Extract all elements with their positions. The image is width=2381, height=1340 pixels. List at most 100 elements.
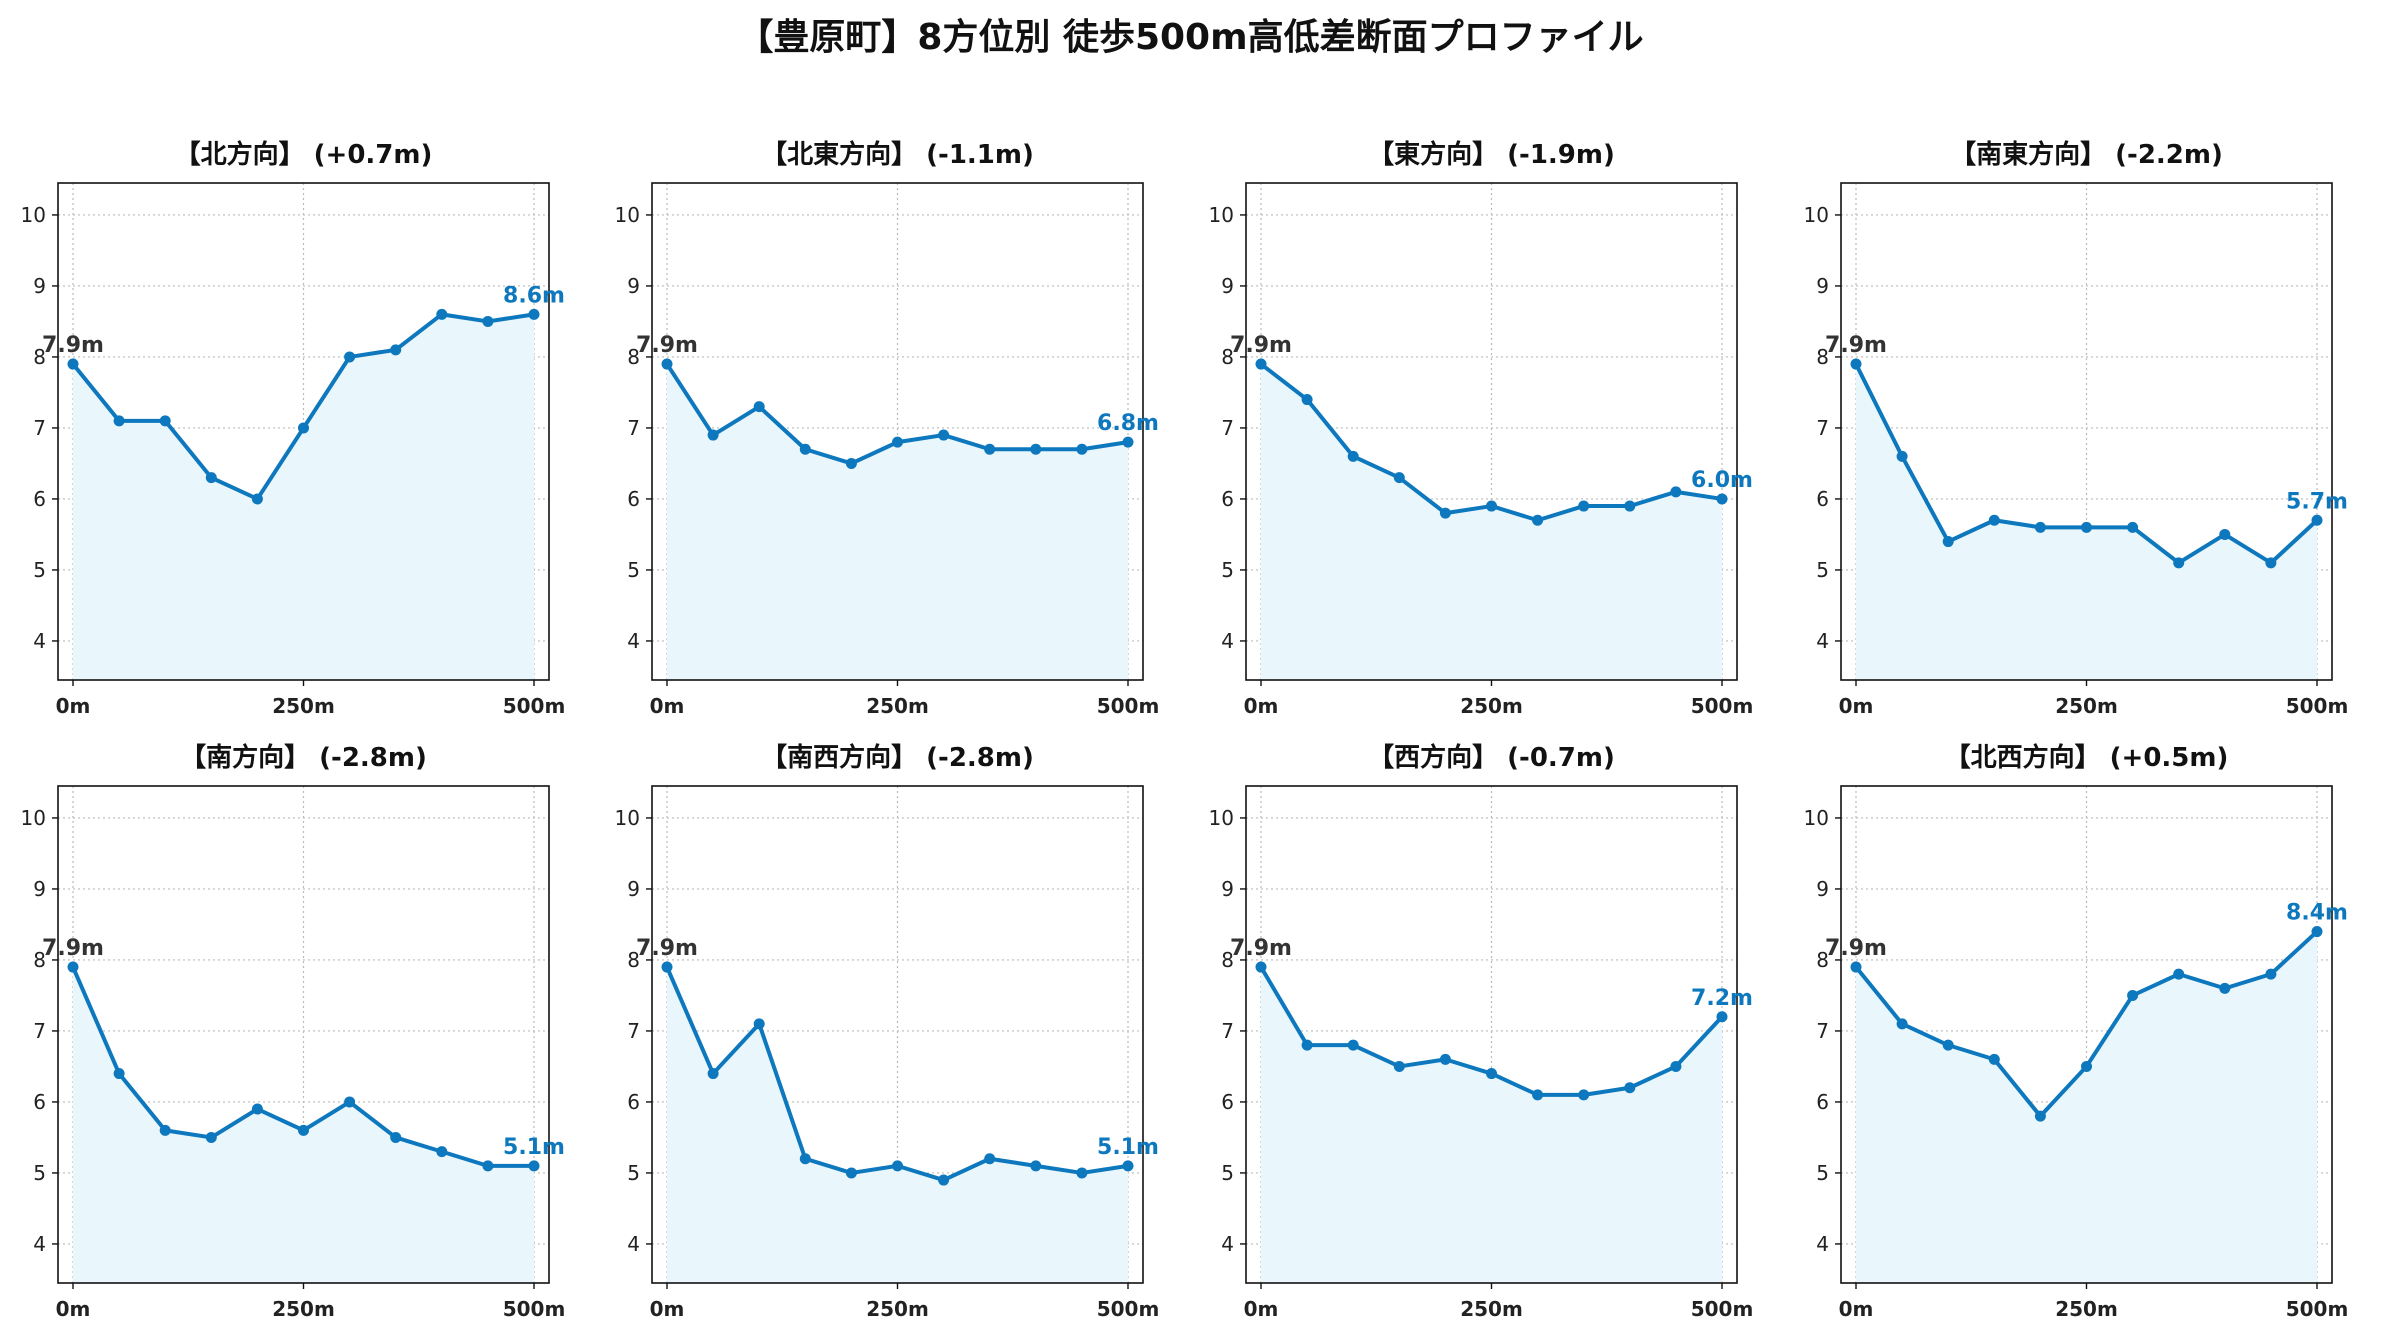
area-fill <box>667 967 1128 1283</box>
x-tick-label: 250m <box>272 1297 335 1321</box>
data-point <box>482 1160 494 1172</box>
y-tick-label: 6 <box>627 487 640 511</box>
x-tick-label: 0m <box>1244 694 1279 718</box>
x-tick-label: 500m <box>503 1297 566 1321</box>
data-point <box>390 1131 402 1143</box>
y-tick-label: 7 <box>1816 416 1829 440</box>
data-point <box>707 429 719 441</box>
data-point <box>1850 961 1862 973</box>
data-point <box>2173 557 2185 569</box>
area-fill <box>73 314 534 680</box>
y-tick-label: 5 <box>627 1161 640 1185</box>
y-tick-label: 6 <box>1816 1090 1829 1114</box>
data-point <box>984 443 996 455</box>
data-point <box>2265 968 2277 980</box>
x-tick-label: 0m <box>56 1297 91 1321</box>
data-point <box>159 415 171 427</box>
chart-panel: 【西方向】 (-0.7m) 4 5 6 7 8 9 10 0m 250m 500m 7.9m 7.2m <box>1209 742 1754 1321</box>
x-tick-label: 250m <box>866 694 929 718</box>
y-tick-label: 10 <box>615 203 640 227</box>
x-tick-label: 250m <box>1460 694 1523 718</box>
chart-panel: 【南東方向】 (-2.2m) 4 5 6 7 8 9 10 0m 250m 500m 7.9m 5.7m <box>1804 139 2349 718</box>
end-value-label: 6.8m <box>1097 411 1159 436</box>
y-tick-label: 10 <box>1804 806 1829 830</box>
x-tick-label: 500m <box>2286 694 2349 718</box>
data-point <box>1347 450 1359 462</box>
x-tick-label: 0m <box>1839 694 1874 718</box>
data-point <box>2081 1060 2092 1072</box>
data-point <box>2034 521 2046 533</box>
end-value-label: 7.2m <box>1691 986 1753 1011</box>
x-tick-label: 500m <box>2286 1297 2349 1321</box>
data-point <box>159 1124 171 1136</box>
y-tick-label: 6 <box>33 487 46 511</box>
data-point <box>1076 1167 1088 1179</box>
y-tick-label: 10 <box>1209 806 1234 830</box>
data-point <box>251 1103 263 1115</box>
data-point <box>2265 557 2277 569</box>
data-point <box>1347 1039 1359 1051</box>
data-point <box>390 344 402 356</box>
data-point <box>753 401 765 413</box>
y-tick-label: 4 <box>33 1232 46 1256</box>
subplot-title: 【南東方向】 (-2.2m) <box>1950 139 2223 170</box>
subplot-title: 【南方向】 (-2.8m) <box>180 742 427 773</box>
data-point <box>1076 443 1088 455</box>
data-point <box>1670 1060 1682 1072</box>
area-fill <box>1261 364 1722 680</box>
x-tick-label: 0m <box>650 1297 685 1321</box>
data-point <box>251 493 263 505</box>
data-point <box>661 358 673 370</box>
end-value-label: 5.7m <box>2286 489 2348 514</box>
y-tick-label: 6 <box>33 1090 46 1114</box>
y-tick-label: 4 <box>1816 1232 1829 1256</box>
data-point <box>1988 1053 2000 1065</box>
data-point <box>436 1146 448 1158</box>
y-tick-label: 9 <box>33 274 46 298</box>
data-point <box>298 1124 309 1136</box>
subplot-title: 【西方向】 (-0.7m) <box>1368 742 1615 773</box>
y-tick-label: 8 <box>1816 948 1829 972</box>
data-point <box>845 1167 857 1179</box>
subplot-title: 【北東方向】 (-1.1m) <box>761 139 1034 170</box>
data-point <box>2034 1110 2046 1122</box>
figure-title: 【豊原町】8方位別 徒歩500m高低差断面プロファイル <box>737 17 1644 58</box>
y-tick-label: 5 <box>1221 1161 1234 1185</box>
y-tick-label: 6 <box>1221 487 1234 511</box>
y-tick-label: 4 <box>627 1232 640 1256</box>
data-point <box>1255 358 1267 370</box>
data-point <box>1578 500 1590 512</box>
x-tick-label: 250m <box>2055 694 2118 718</box>
y-tick-label: 5 <box>1816 558 1829 582</box>
data-point <box>344 351 356 363</box>
y-tick-label: 7 <box>33 416 46 440</box>
y-tick-label: 8 <box>33 345 46 369</box>
data-point <box>1393 472 1405 484</box>
data-point <box>1670 486 1682 498</box>
data-point <box>938 429 950 441</box>
data-point <box>298 422 309 434</box>
data-point <box>344 1096 356 1108</box>
data-point <box>1486 1068 1497 1080</box>
data-point <box>528 308 540 320</box>
data-point <box>1439 507 1451 519</box>
y-tick-label: 8 <box>1816 345 1829 369</box>
data-point <box>1301 1039 1313 1051</box>
y-tick-label: 9 <box>1816 274 1829 298</box>
y-tick-label: 5 <box>33 1161 46 1185</box>
data-point <box>661 961 673 973</box>
data-point <box>67 961 79 973</box>
data-point <box>1393 1060 1405 1072</box>
y-tick-label: 7 <box>1816 1019 1829 1043</box>
data-point <box>2127 521 2139 533</box>
data-point <box>1896 1018 1908 1030</box>
x-tick-label: 250m <box>2055 1297 2118 1321</box>
data-point <box>1624 1082 1636 1094</box>
y-tick-label: 9 <box>1221 877 1234 901</box>
area-fill <box>1261 967 1722 1283</box>
y-tick-label: 10 <box>21 806 46 830</box>
y-tick-label: 7 <box>1221 416 1234 440</box>
y-tick-label: 7 <box>627 416 640 440</box>
subplot-title: 【東方向】 (-1.9m) <box>1368 139 1615 170</box>
y-tick-label: 9 <box>627 274 640 298</box>
